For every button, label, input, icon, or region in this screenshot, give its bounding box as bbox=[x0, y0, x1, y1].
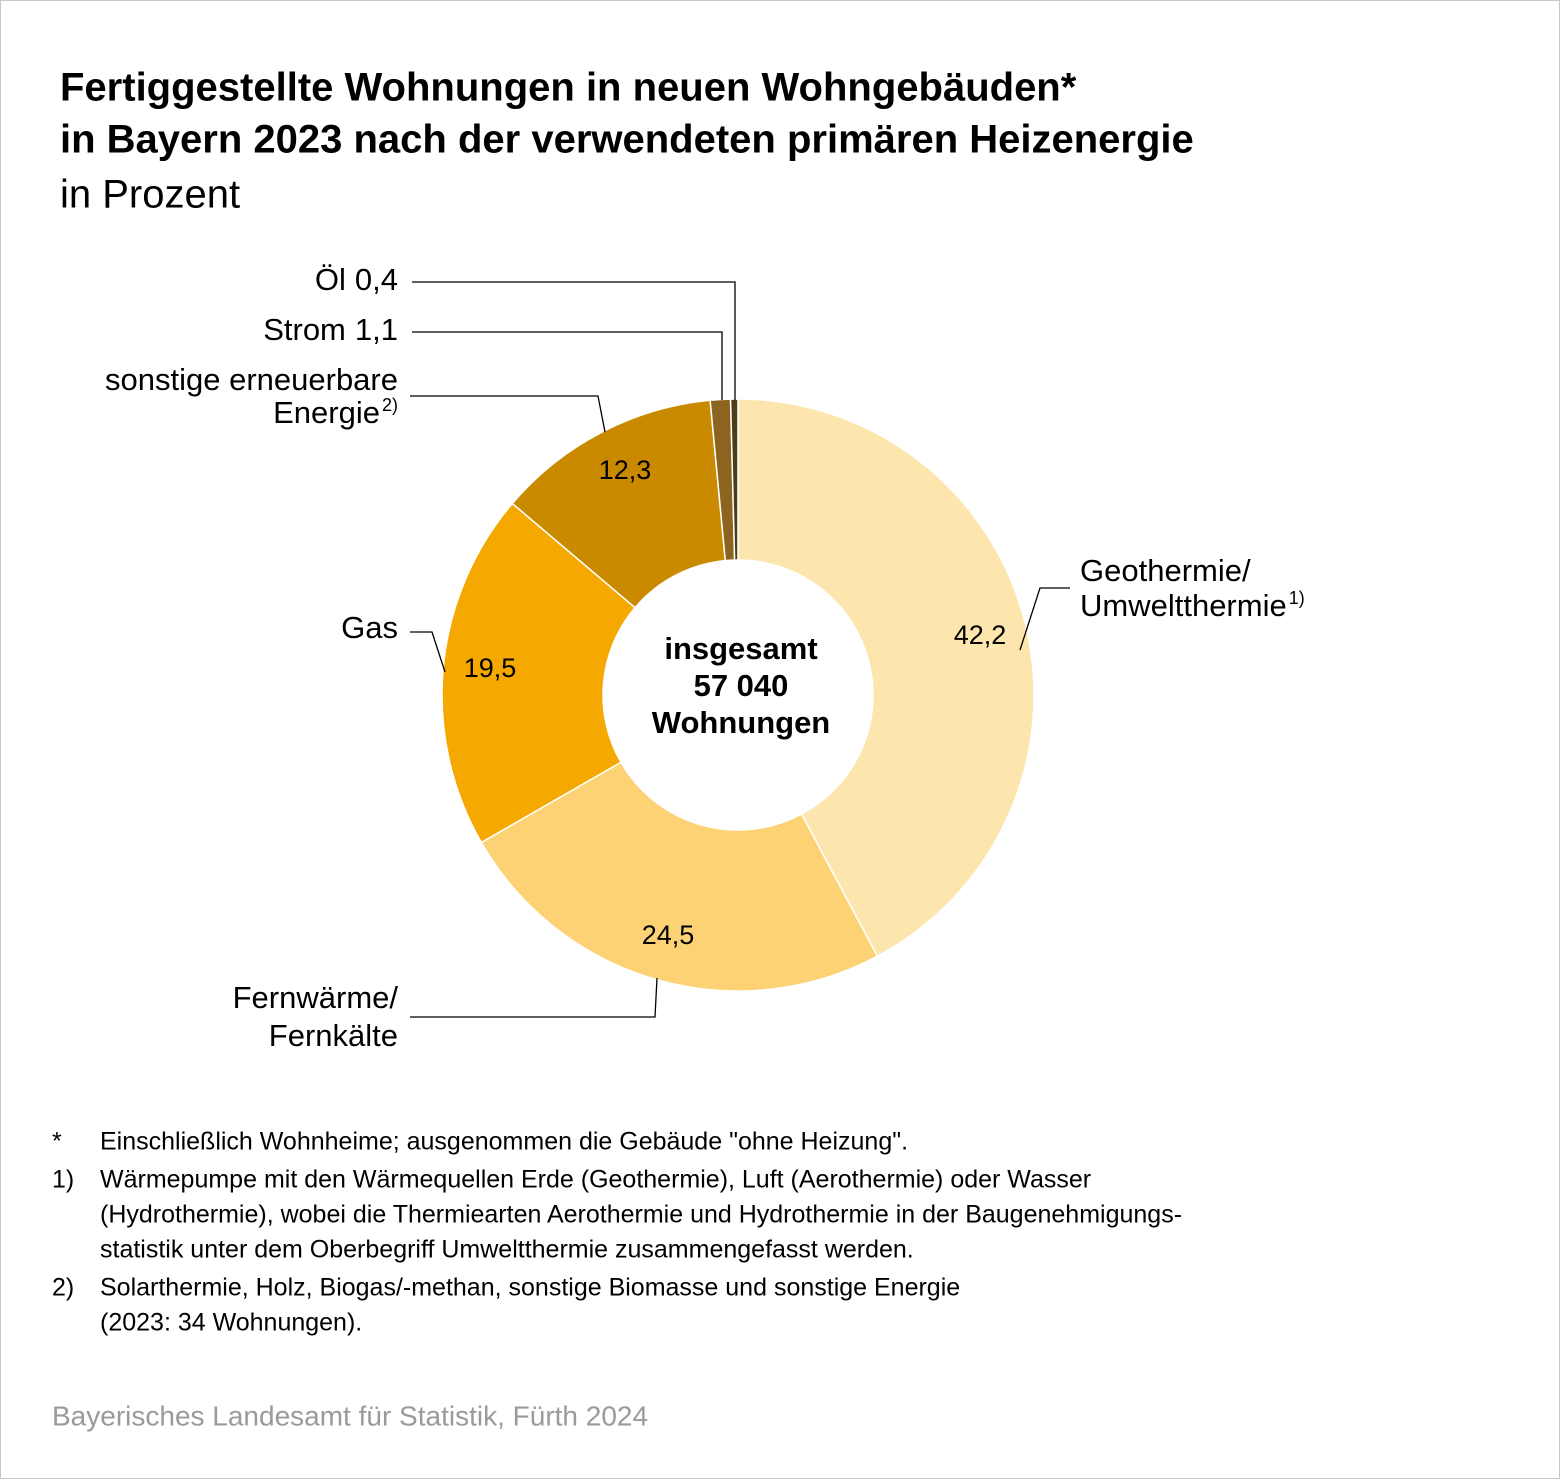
value-label: 19,5 bbox=[464, 653, 517, 683]
leader-line bbox=[412, 281, 736, 400]
category-label: sonstige erneuerbare bbox=[105, 362, 398, 397]
category-label: Öl 0,4 bbox=[315, 262, 398, 297]
footnote-text: Einschließlich Wohnheime; ausgenommen di… bbox=[100, 1128, 908, 1156]
value-label: 12,3 bbox=[599, 455, 652, 485]
donut-segment bbox=[511, 399, 727, 609]
footnote-text: Solarthermie, Holz, Biogas/-methan, sons… bbox=[100, 1274, 960, 1302]
footnote-text: (2023: 34 Wohnungen). bbox=[100, 1309, 362, 1337]
category-text: Umweltthermie bbox=[1080, 588, 1287, 623]
footnote-text: statistik unter dem Oberbegriff Umweltth… bbox=[100, 1236, 914, 1264]
donut-segment bbox=[737, 398, 1035, 958]
category-label: Energie 2) bbox=[273, 395, 398, 430]
leader-line bbox=[410, 395, 606, 433]
center-label: Wohnungen bbox=[652, 705, 831, 740]
category-text: Energie bbox=[273, 395, 380, 430]
donut-segment bbox=[729, 398, 739, 561]
footnote-text: Wärmepumpe mit den Wärmequellen Erde (Ge… bbox=[100, 1166, 1091, 1194]
donut-segment bbox=[441, 502, 637, 844]
category-label: Strom 1,1 bbox=[263, 312, 398, 347]
value-label: 1,1 bbox=[355, 312, 398, 347]
value-label: 42,2 bbox=[954, 620, 1007, 650]
category-label: Gas bbox=[341, 610, 398, 645]
value-label: 24,5 bbox=[642, 920, 695, 950]
category-label: Umweltthermie 1) bbox=[1080, 588, 1305, 623]
leader-line bbox=[412, 331, 723, 400]
category-text: Strom bbox=[263, 312, 346, 347]
footnote-ref: 1) bbox=[1289, 588, 1305, 608]
category-label: Fernwärme/ bbox=[233, 980, 399, 1015]
center-label: insgesamt bbox=[664, 631, 817, 666]
category-label: Fernkälte bbox=[269, 1018, 398, 1053]
chart-title: Fertiggestellte Wohnungen in neuen Wohng… bbox=[60, 66, 1077, 110]
footnote-marker: 2) bbox=[52, 1274, 74, 1302]
category-text: Geothermie/ bbox=[1080, 553, 1251, 588]
chart-subtitle: in Prozent bbox=[60, 173, 240, 217]
chart-title: in Bayern 2023 nach der verwendeten prim… bbox=[60, 118, 1194, 162]
leader-line bbox=[410, 977, 658, 1018]
category-label: Geothermie/ bbox=[1080, 553, 1251, 588]
footnote-marker: 1) bbox=[52, 1166, 74, 1194]
center-label: 57 040 bbox=[694, 668, 789, 703]
value-label: 0,4 bbox=[355, 262, 398, 297]
category-text: Fernkälte bbox=[269, 1018, 398, 1053]
leader-line bbox=[410, 631, 446, 673]
category-text: Fernwärme/ bbox=[233, 980, 399, 1015]
source: Bayerisches Landesamt für Statistik, Für… bbox=[52, 1400, 648, 1431]
category-text: Gas bbox=[341, 610, 398, 645]
category-text: Öl bbox=[315, 262, 346, 297]
footnote-text: (Hydrothermie), wobei die Thermiearten A… bbox=[100, 1201, 1182, 1229]
donut-segment bbox=[480, 761, 879, 992]
footnote-marker: * bbox=[52, 1128, 62, 1156]
leader-line bbox=[1019, 587, 1070, 651]
footnote-ref: 2) bbox=[382, 395, 398, 415]
category-text: sonstige erneuerbare bbox=[105, 362, 398, 397]
